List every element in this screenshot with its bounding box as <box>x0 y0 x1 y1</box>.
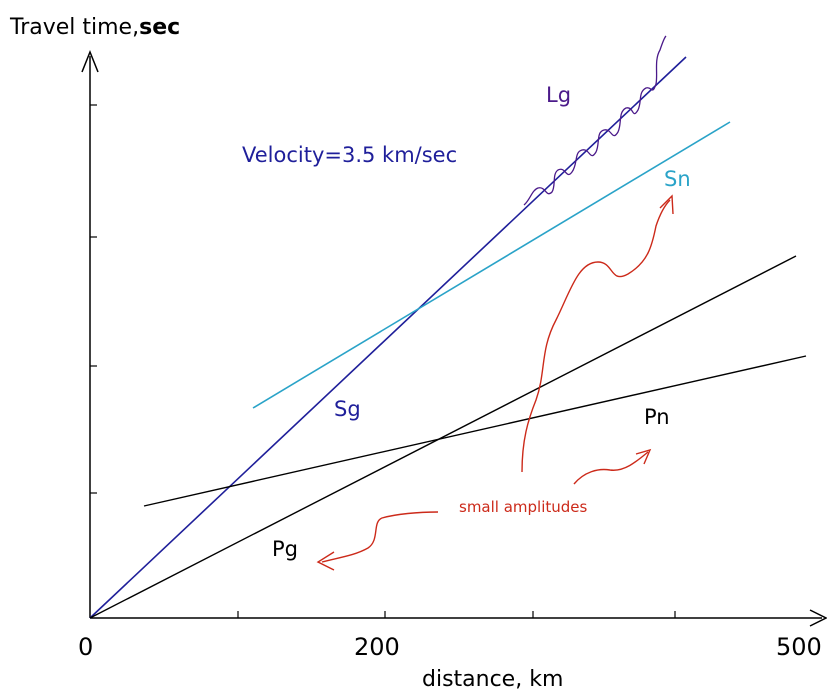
axes <box>81 49 827 627</box>
lg-label: Lg <box>546 83 571 107</box>
y-axis-title: Travel time,sec <box>9 15 180 40</box>
sn-arrow <box>521 199 671 473</box>
sg-label: Sg <box>334 397 361 421</box>
y-axis-title-unit: sec <box>139 15 180 40</box>
x-axis-arrow <box>809 609 827 627</box>
pg-arrow <box>321 511 439 563</box>
sn-arrow-head <box>659 194 674 215</box>
pg-line <box>89 255 797 619</box>
velocity-note: Velocity=3.5 km/sec <box>242 143 457 167</box>
pn-line <box>143 355 807 507</box>
x-tick-label-500: 500 <box>776 633 822 661</box>
amplitude-note: small amplitudes <box>459 498 588 516</box>
y-axis-title-prefix: Travel time, <box>9 15 139 40</box>
x-tick-label-0: 0 <box>78 633 93 661</box>
lg-wave <box>523 35 667 206</box>
pn-arrow <box>573 451 649 485</box>
sn-line <box>252 121 731 409</box>
pn-label: Pn <box>644 405 670 429</box>
x-tick-label-200: 200 <box>354 633 400 661</box>
sg-line <box>89 56 687 619</box>
annotation-arrows <box>316 194 674 571</box>
sn-label: Sn <box>664 167 691 191</box>
pn-arrow-head <box>635 448 652 465</box>
x-axis-title: distance, km <box>422 667 563 692</box>
pg-label: Pg <box>272 537 298 561</box>
pg-arrow-head <box>316 551 335 571</box>
y-axis-arrow <box>81 49 99 73</box>
